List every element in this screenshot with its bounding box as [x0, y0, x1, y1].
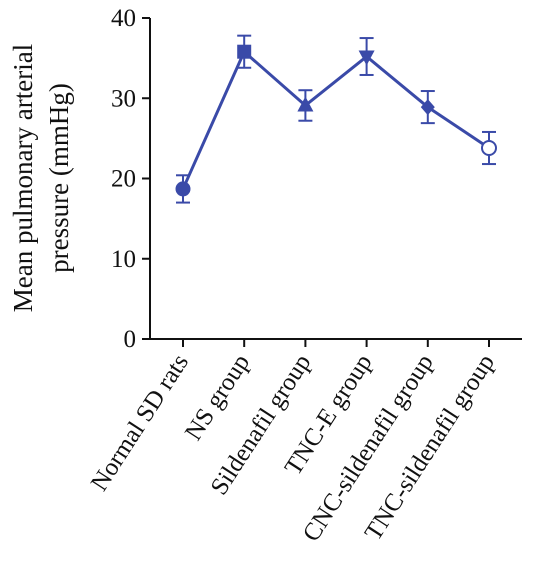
y-axis-title-line-2: pressure (mmHg) — [44, 83, 74, 273]
data-point-square — [237, 44, 252, 59]
data-point-circle-open — [481, 140, 497, 157]
y-tick-label: 20 — [111, 166, 136, 193]
data-point-triangle-down — [358, 50, 375, 66]
series-line — [181, 50, 490, 190]
y-tick-label: 10 — [111, 246, 136, 273]
data-point-diamond — [420, 99, 435, 116]
y-axis-title-line-1: Mean pulmonary arterial — [8, 44, 38, 312]
y-ticks: 0 10 20 30 40 — [111, 5, 150, 353]
y-tick-label: 0 — [124, 326, 137, 353]
data-point-triangle-up — [297, 96, 314, 112]
y-tick-label: 40 — [111, 5, 136, 32]
x-tick-label: Normal SD rats — [86, 350, 194, 496]
data-point-circle — [175, 181, 191, 197]
axes — [149, 18, 522, 340]
plot-area — [175, 34, 497, 204]
y-axis-title: Mean pulmonary arterial pressure (mmHg) — [8, 44, 74, 312]
y-tick-label: 30 — [111, 85, 136, 112]
